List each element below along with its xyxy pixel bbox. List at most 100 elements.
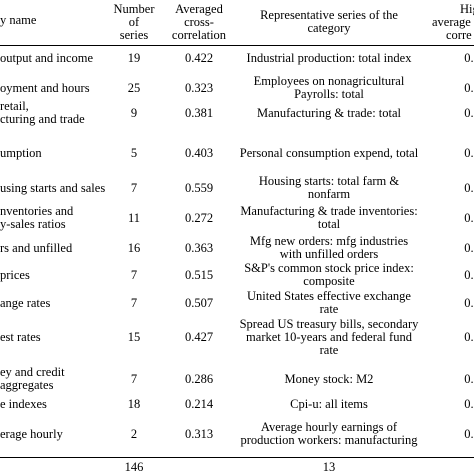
representative-series-line: Spread US treasury bills, secondary xyxy=(239,317,419,331)
representative-series: Housing starts: total farm & nonfarm xyxy=(233,175,425,201)
averaged-correlation: 0.422 xyxy=(184,51,214,65)
category-name: ange rates xyxy=(0,295,51,310)
series-count: 7 xyxy=(130,267,138,282)
averaged-correlation: 0.323 xyxy=(184,80,214,95)
representative-series-line: Money stock: M2 xyxy=(284,371,374,386)
highest-correlation: 0.3 xyxy=(464,371,474,386)
representative-series-line: Cpi-u: all items xyxy=(290,397,368,411)
header-line: average xyxy=(432,15,471,29)
averaged-correlation: 0.515 xyxy=(184,267,214,282)
representative-series: Personal consumption expend, total xyxy=(233,147,425,160)
highest-correlation: 0.6 xyxy=(464,105,474,120)
highest-correlation: 0.5 xyxy=(464,80,474,95)
highest-correlation: 0.3 xyxy=(464,426,474,441)
series-count: 5 xyxy=(130,146,138,160)
representative-series: Mfg new orders: mfg industries with unfil… xyxy=(233,235,425,261)
category-name-line: est rates xyxy=(0,330,41,344)
representative-series-line: rate xyxy=(319,343,339,357)
category-name-line: using starts and sales xyxy=(0,180,106,195)
header-line: Number xyxy=(113,2,155,16)
series-count: 7 xyxy=(130,295,138,310)
representative-series-line: total xyxy=(317,217,341,231)
header-number-of-series: Number of series xyxy=(105,3,163,42)
header-category-name-line: y name xyxy=(0,13,37,27)
highest-correlation: 0.5 xyxy=(464,330,474,344)
highest-correlation: 0.5 xyxy=(464,295,474,310)
category-name-line: erage hourly xyxy=(0,426,63,441)
averaged-correlation: 0.381 xyxy=(184,105,214,120)
header-line: Representative series of the xyxy=(260,8,398,22)
category-name: umption xyxy=(0,147,42,160)
header-line: series xyxy=(119,28,149,42)
category-name: using starts and sales xyxy=(0,180,106,195)
representative-series-line: Average hourly earnings of xyxy=(260,420,398,434)
category-name-line: ey and credit xyxy=(0,365,65,379)
footer-total-series: 146 xyxy=(124,460,144,474)
series-count: 25 xyxy=(127,80,141,95)
header-line: corre xyxy=(446,28,472,42)
highest-correlation: 0.6 xyxy=(464,210,474,225)
series-count: 11 xyxy=(127,210,141,225)
category-name-line: output and income xyxy=(0,51,94,65)
category-name-line: prices xyxy=(0,267,30,282)
header-averaged-cross-correlation: Averaged cross- correlation xyxy=(166,3,232,42)
representative-series: Manufacturing & trade inventories: total xyxy=(233,205,425,231)
averaged-correlation: 0.403 xyxy=(184,146,214,160)
category-name-line: oyment and hours xyxy=(0,80,90,95)
category-name-line: y-sales ratios xyxy=(0,217,66,231)
category-name-line: ange rates xyxy=(0,295,51,310)
representative-series-line: with unfilled orders xyxy=(279,247,379,261)
representative-series-line: Personal consumption expend, total xyxy=(239,146,419,160)
category-name: e indexes xyxy=(0,398,47,411)
representative-series-line: market 10-years and federal fund xyxy=(246,330,412,344)
category-name: nventories and y-sales ratios xyxy=(0,205,73,231)
highest-correlation: 0.5 xyxy=(464,240,474,255)
representative-series: Cpi-u: all items xyxy=(233,398,425,411)
category-name-line: cturing and trade xyxy=(0,112,85,126)
representative-series-line: Employees on nonagricultural xyxy=(253,74,405,88)
header-line: Hig xyxy=(460,2,474,16)
representative-series-line: Manufacturing & trade inventories: xyxy=(240,204,418,218)
category-name: retail, cturing and trade xyxy=(0,100,85,126)
header-line: cross- xyxy=(184,15,214,29)
header-representative-series: Representative series of the category xyxy=(233,9,425,35)
representative-series-line: S&P's common stock price index: xyxy=(244,261,414,275)
representative-series: Spread US treasury bills, secondary marke… xyxy=(233,318,425,357)
category-name: erage hourly xyxy=(0,426,63,441)
series-count: 7 xyxy=(130,180,138,195)
representative-series-line: Payrolls: total xyxy=(294,87,364,101)
highest-correlation: 0.5 xyxy=(464,51,474,65)
series-count: 18 xyxy=(127,397,141,411)
representative-series-line: Industrial production: total index xyxy=(246,51,412,65)
averaged-correlation: 0.507 xyxy=(184,295,214,310)
category-name: oyment and hours xyxy=(0,80,90,95)
representative-series-line: Housing starts: total farm & xyxy=(258,174,400,188)
header-highest-average-correlation: Hig average corre xyxy=(432,3,474,42)
header-category-name: y name xyxy=(0,14,36,27)
averaged-correlation: 0.272 xyxy=(184,210,214,225)
representative-series-line: nonfarm xyxy=(307,187,351,201)
category-name-line: rs and unfilled xyxy=(0,240,73,255)
representative-series: Money stock: M2 xyxy=(233,371,425,386)
averaged-correlation: 0.286 xyxy=(184,371,214,386)
header-rule xyxy=(0,45,474,46)
series-count: 7 xyxy=(130,371,138,386)
averaged-correlation: 0.313 xyxy=(184,426,214,441)
highest-correlation: 0.6 xyxy=(464,180,474,195)
averaged-correlation: 0.427 xyxy=(184,330,214,344)
footer-total-categories: 13 xyxy=(322,460,336,474)
representative-series-line: Manufacturing & trade: total xyxy=(256,105,402,120)
averaged-correlation: 0.363 xyxy=(184,240,214,255)
category-name-line: retail, xyxy=(0,99,29,113)
category-name-line: aggregates xyxy=(0,378,54,392)
averaged-correlation: 0.214 xyxy=(184,397,214,411)
category-name: est rates xyxy=(0,331,41,344)
highest-correlation: 0.6 xyxy=(464,267,474,282)
category-name-line: nventories and xyxy=(0,204,74,218)
representative-series: Manufacturing & trade: total xyxy=(233,105,425,120)
series-count: 16 xyxy=(127,240,141,255)
representative-series: United States effective exchange rate xyxy=(233,290,425,316)
category-name-line: e indexes xyxy=(0,397,47,411)
header-line: of xyxy=(128,15,140,29)
header-line: Averaged xyxy=(175,2,223,16)
